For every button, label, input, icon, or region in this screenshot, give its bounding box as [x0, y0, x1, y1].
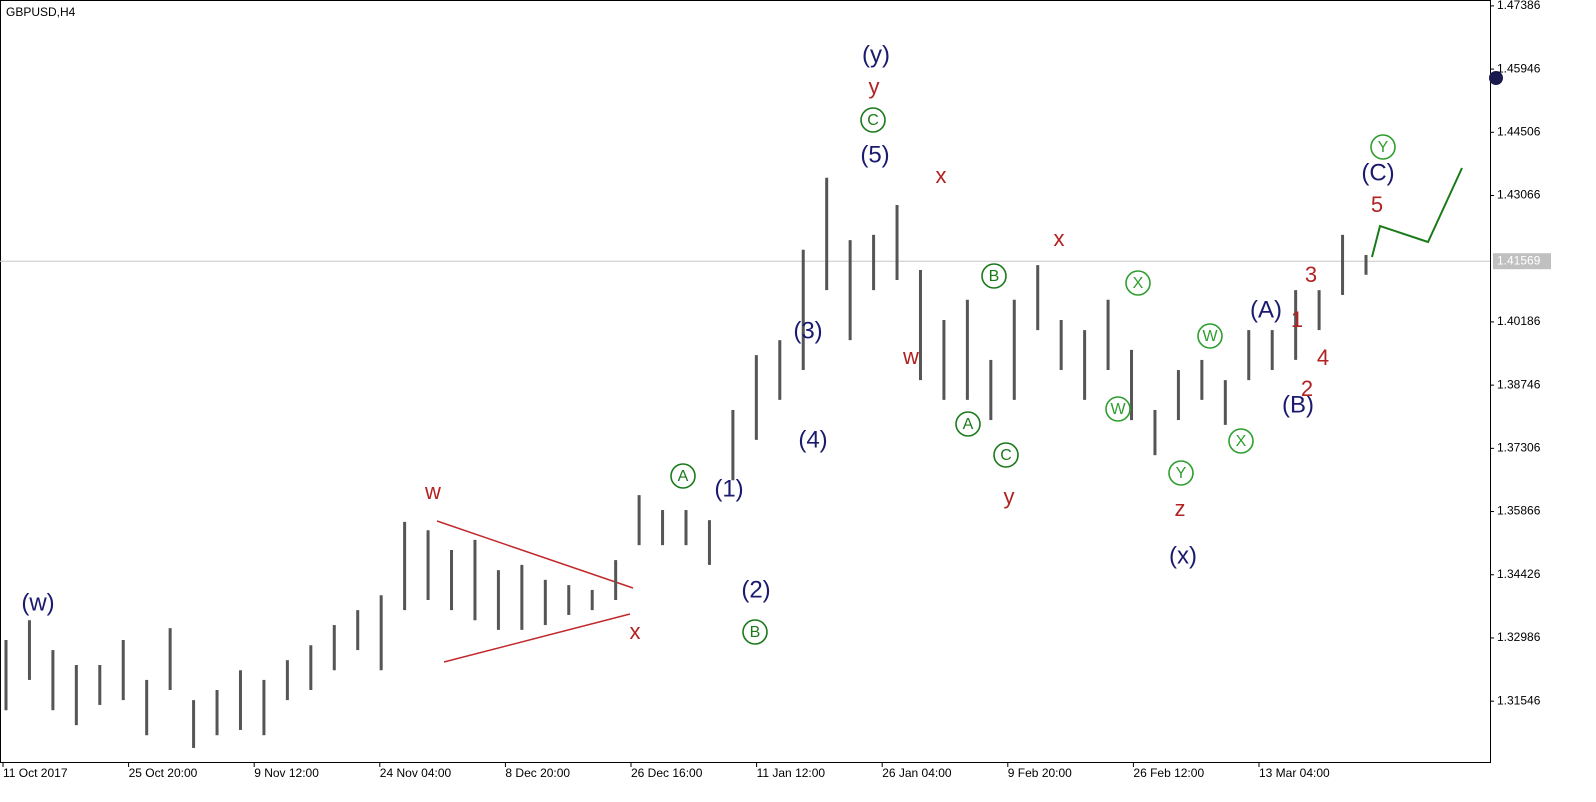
- y-tick-label: 1.47386: [1497, 0, 1541, 12]
- wave-label: y: [1004, 484, 1015, 509]
- y-tick-label: 1.38746: [1497, 377, 1541, 391]
- triangle-line: [443, 613, 631, 663]
- wave-label: (4): [798, 426, 827, 453]
- wave-label: z: [1175, 496, 1186, 521]
- wave-label: (5): [860, 141, 889, 168]
- triangle-line: [436, 520, 634, 589]
- wave-label: (B): [1282, 391, 1314, 418]
- wave-label: x: [630, 619, 641, 644]
- wave-circle: [1228, 428, 1254, 454]
- wave-label: B: [750, 624, 761, 641]
- y-tick-label: 1.31546: [1497, 693, 1541, 707]
- wave-circle: [860, 107, 886, 133]
- x-tick-label: 8 Dec 20:00: [505, 766, 570, 780]
- wave-label: X: [1236, 433, 1247, 450]
- wave-label: 1: [1291, 307, 1303, 332]
- wave-label: Y: [1176, 465, 1187, 482]
- wave-label: W: [1110, 401, 1126, 418]
- wave-label: (y): [862, 41, 890, 68]
- y-tick-label: 1.32986: [1497, 630, 1541, 644]
- wave-circle: [1197, 323, 1223, 349]
- wave-label: w: [424, 479, 441, 504]
- wave-label: 5: [1371, 192, 1383, 217]
- wave-label: 3: [1305, 262, 1317, 287]
- y-tick-label: 1.35866: [1497, 504, 1541, 518]
- chart-title: GBPUSD,H4: [6, 5, 76, 19]
- y-tick-label: 1.37306: [1497, 441, 1541, 455]
- wave-label: A: [963, 416, 974, 433]
- x-tick-label: 25 Oct 20:00: [129, 766, 198, 780]
- wave-circle: [1370, 134, 1396, 160]
- wave-label: (w): [21, 589, 54, 616]
- plot-frame: [0, 0, 1491, 763]
- wave-label: C: [867, 112, 879, 129]
- wave-circle: [955, 411, 981, 437]
- x-tick-label: 26 Dec 16:00: [631, 766, 703, 780]
- wave-label: 2: [1301, 376, 1313, 401]
- y-tick-label: 1.44506: [1497, 124, 1541, 138]
- wave-label: x: [1054, 226, 1065, 251]
- wave-circle: [742, 619, 768, 645]
- wave-circle: [1125, 270, 1151, 296]
- wave-circle: [670, 463, 696, 489]
- wave-label: B: [989, 268, 1000, 285]
- wave-circle: [1168, 460, 1194, 486]
- wave-label: (A): [1250, 296, 1282, 323]
- x-tick-label: 26 Jan 04:00: [882, 766, 952, 780]
- wave-label: (C): [1361, 159, 1394, 186]
- wave-label: y: [869, 74, 880, 99]
- wave-label: (x): [1169, 542, 1197, 569]
- x-tick-label: 9 Nov 12:00: [254, 766, 319, 780]
- wave-circle: [981, 263, 1007, 289]
- wave-label: Y: [1378, 139, 1389, 156]
- wave-circle: [1105, 396, 1131, 422]
- price-label-bg: [1493, 253, 1551, 270]
- x-tick-label: 26 Feb 12:00: [1133, 766, 1204, 780]
- y-tick-label: 1.43066: [1497, 188, 1541, 202]
- wave-label: C: [1000, 447, 1012, 464]
- wave-label: (1): [714, 475, 743, 502]
- x-tick-label: 13 Mar 04:00: [1259, 766, 1330, 780]
- x-tick-label: 9 Feb 20:00: [1008, 766, 1072, 780]
- marker: [1489, 71, 1503, 85]
- wave-circle: [993, 442, 1019, 468]
- x-tick-label: 11 Jan 12:00: [757, 766, 826, 780]
- x-tick-label: 24 Nov 04:00: [380, 766, 452, 780]
- y-tick-label: 1.34426: [1497, 567, 1541, 581]
- x-tick-label: 11 Oct 2017: [3, 766, 68, 780]
- wave-label: (2): [741, 576, 770, 603]
- y-tick-label: 1.45946: [1497, 61, 1541, 75]
- wave-label: x: [936, 163, 947, 188]
- wave-label: X: [1133, 275, 1144, 292]
- y-tick-label: 1.40186: [1497, 314, 1541, 328]
- wave-label: A: [678, 468, 689, 485]
- wave-label: 4: [1317, 345, 1329, 370]
- projection-line: [1371, 167, 1463, 258]
- price-label: 1.41569: [1497, 253, 1541, 267]
- wave-label: w: [902, 344, 919, 369]
- wave-label: (3): [793, 317, 822, 344]
- wave-label: W: [1202, 328, 1218, 345]
